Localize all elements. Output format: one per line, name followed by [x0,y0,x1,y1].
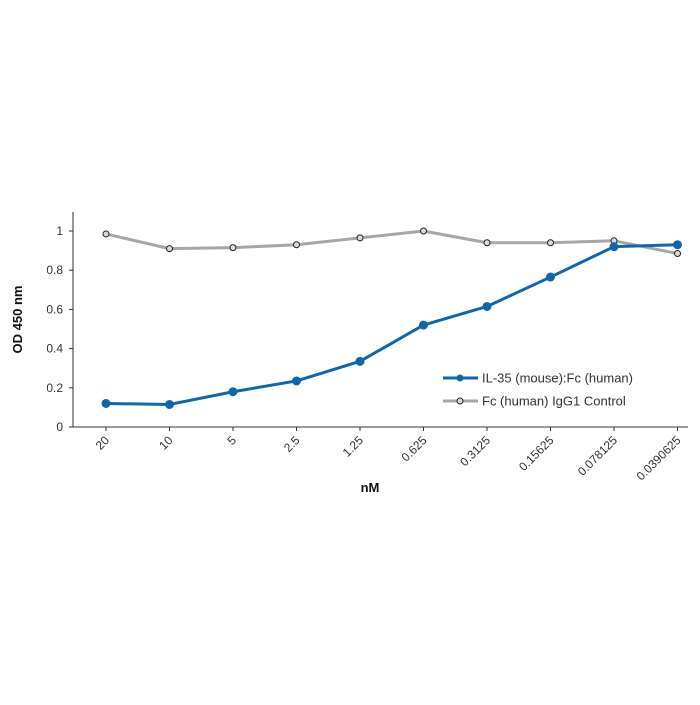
legend-label: IL-35 (mouse):Fc (human) [482,371,633,386]
series-1 [102,227,681,258]
legend-label: Fc (human) IgG1 Control [482,394,626,409]
legend-item: Fc (human) IgG1 Control [443,394,626,409]
y-tick-label: 0 [56,420,63,434]
data-point [356,234,364,242]
x-tick-label: 1.25 [340,433,367,460]
y-axis-title: OD 450 nm [10,286,25,354]
y-ticks: 0 0.2 0.4 0.6 0.8 1 [46,224,73,434]
x-tick-label: 5 [224,433,239,448]
series-layer [101,227,682,409]
legend: IL-35 (mouse):Fc (human) Fc (human) IgG1 … [443,371,633,409]
data-point [483,239,491,247]
axes [72,212,688,428]
x-tick-label: 0.0390625 [634,433,684,483]
x-tick-label: 2.5 [281,433,303,455]
y-tick-label: 0.6 [46,302,63,316]
x-tick-label: 20 [93,433,113,453]
data-point [420,227,427,235]
x-tick-label: 0.15625 [516,433,557,474]
x-tick-label: 10 [156,433,176,453]
x-ticks: 20 10 5 2.5 1.25 0.625 0.3125 0.15625 0.078125 0.… [93,427,684,483]
x-tick-label: 0.3125 [457,433,493,469]
legend-marker [456,397,464,405]
legend-marker [456,374,464,382]
data-point [102,230,110,238]
y-tick-label: 0.2 [46,381,63,395]
data-point [292,376,301,386]
data-point [293,241,300,249]
x-tick-label: 0.625 [398,433,429,464]
data-point [546,272,555,282]
data-point [165,399,174,409]
data-point [101,398,111,408]
data-point [419,320,428,330]
legend-item: IL-35 (mouse):Fc (human) [443,371,633,386]
data-point [355,356,365,366]
series-line [104,243,679,406]
data-point [674,250,681,258]
data-point [229,244,237,252]
y-tick-label: 0.4 [46,342,63,356]
series-0 [101,240,682,409]
x-axis-title: nM [361,480,380,495]
y-tick-label: 1 [56,224,63,238]
series-line [104,229,679,256]
data-point [166,245,173,253]
x-tick-label: 0.078125 [575,433,621,479]
data-point [228,387,238,397]
data-point [547,239,554,247]
data-point [482,301,492,311]
data-point [673,240,682,250]
y-tick-label: 0.8 [46,263,63,277]
data-point [609,242,619,252]
